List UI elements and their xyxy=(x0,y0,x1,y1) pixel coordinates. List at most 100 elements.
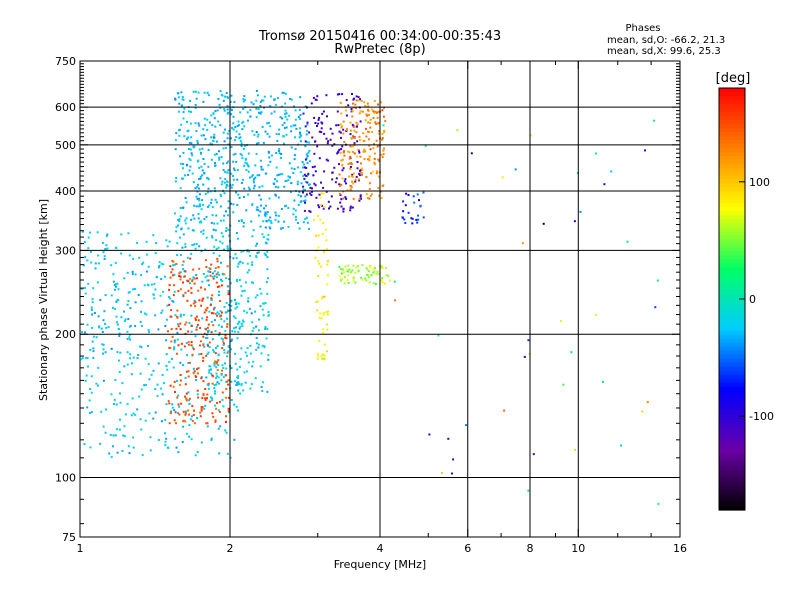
data-point xyxy=(357,148,360,151)
data-point xyxy=(375,139,378,142)
data-point xyxy=(164,418,167,421)
data-point xyxy=(349,166,352,168)
data-point xyxy=(230,172,233,175)
data-point xyxy=(214,162,216,164)
data-point xyxy=(217,376,220,379)
data-point xyxy=(167,400,170,403)
data-point xyxy=(320,297,323,300)
data-point xyxy=(378,160,381,162)
data-point xyxy=(306,181,309,184)
data-point xyxy=(348,162,351,165)
data-point xyxy=(262,141,265,144)
data-point xyxy=(140,428,143,431)
data-point xyxy=(84,331,87,334)
data-point xyxy=(218,156,221,159)
data-point xyxy=(133,288,136,290)
data-point xyxy=(315,301,318,303)
data-point xyxy=(86,323,89,326)
data-point xyxy=(145,313,148,316)
data-point xyxy=(343,282,346,285)
data-point xyxy=(194,305,197,308)
data-point xyxy=(379,190,382,193)
data-point xyxy=(123,310,125,313)
data-point xyxy=(603,183,606,186)
data-point xyxy=(154,288,157,291)
data-point xyxy=(383,282,386,285)
data-point xyxy=(173,346,176,349)
data-point xyxy=(239,392,242,395)
data-point xyxy=(361,264,364,267)
data-point xyxy=(333,143,336,146)
data-point xyxy=(217,359,220,362)
data-point xyxy=(353,152,356,155)
data-point xyxy=(241,262,244,265)
data-point xyxy=(110,347,113,350)
data-point xyxy=(208,204,211,207)
data-point xyxy=(196,451,199,454)
colorbar-segment xyxy=(719,287,745,292)
data-point xyxy=(182,163,185,166)
data-point xyxy=(95,336,98,339)
data-point xyxy=(192,181,195,184)
data-point xyxy=(372,110,375,113)
data-point xyxy=(181,96,184,98)
data-point xyxy=(165,437,168,440)
data-point xyxy=(196,160,199,163)
data-point xyxy=(225,420,227,423)
data-point xyxy=(193,204,196,207)
data-point xyxy=(370,172,373,175)
data-point xyxy=(179,275,182,278)
data-point xyxy=(321,295,324,298)
data-point xyxy=(215,247,218,250)
data-point xyxy=(354,103,357,106)
colorbar-segment xyxy=(719,271,745,276)
data-point xyxy=(137,294,140,296)
data-point xyxy=(115,428,118,431)
data-point xyxy=(83,443,86,445)
data-point xyxy=(341,268,344,271)
data-point xyxy=(347,264,350,267)
data-point xyxy=(323,170,326,173)
data-point xyxy=(110,393,113,396)
data-point xyxy=(264,254,267,256)
data-point xyxy=(203,172,206,175)
data-point xyxy=(204,397,206,400)
data-point xyxy=(206,306,209,309)
data-point xyxy=(184,174,186,177)
data-point xyxy=(411,222,414,225)
data-point xyxy=(339,268,342,270)
data-point xyxy=(357,99,360,102)
data-point xyxy=(204,138,207,141)
data-point xyxy=(281,227,284,229)
data-point xyxy=(262,220,265,223)
data-point xyxy=(354,178,357,181)
data-point xyxy=(349,271,352,274)
data-point xyxy=(286,118,289,121)
data-point xyxy=(180,104,183,107)
data-point xyxy=(327,140,330,143)
data-point xyxy=(226,351,229,354)
colorbar-segment xyxy=(719,99,745,105)
data-point xyxy=(374,282,377,285)
data-point xyxy=(232,115,235,118)
data-point xyxy=(308,228,310,230)
data-point xyxy=(199,205,202,208)
data-point xyxy=(237,331,240,334)
data-point xyxy=(258,343,260,346)
data-point xyxy=(227,207,230,209)
data-point xyxy=(206,425,209,428)
colorbar-segment xyxy=(719,422,745,427)
data-point xyxy=(89,348,92,351)
data-point xyxy=(295,218,298,221)
colorbar-segment xyxy=(719,247,745,252)
data-point xyxy=(338,130,341,133)
data-point xyxy=(144,312,146,315)
data-point xyxy=(339,151,342,154)
data-point xyxy=(174,148,177,151)
data-point xyxy=(233,298,236,301)
data-point xyxy=(579,210,582,213)
data-point xyxy=(211,338,214,341)
data-point xyxy=(176,316,179,319)
data-point xyxy=(232,160,235,163)
data-point xyxy=(89,388,92,390)
